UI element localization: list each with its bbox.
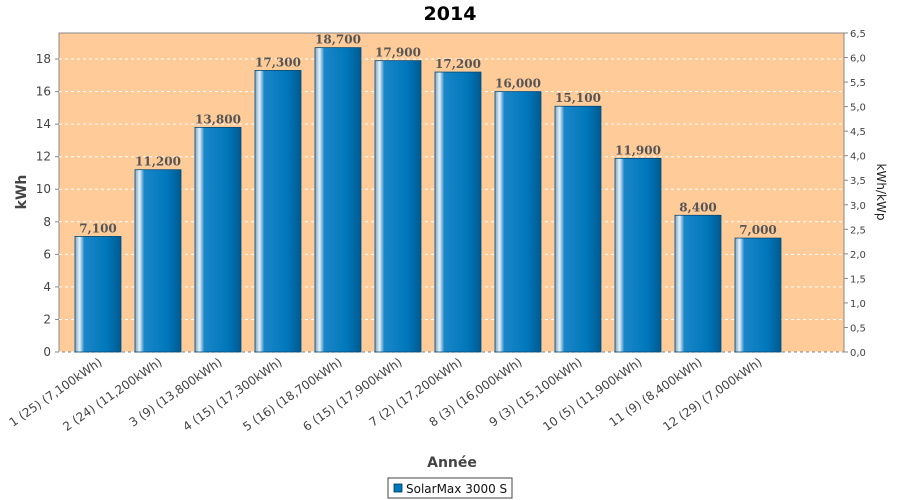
right-tick-label: 6,0 bbox=[850, 54, 866, 65]
category-label: 4 (15) (17,300kWh) bbox=[180, 355, 284, 434]
bar-value-label: 18,700 bbox=[315, 33, 361, 47]
left-y-axis: 0 2 4 6 8 10 12 14 16 18 bbox=[36, 52, 59, 359]
left-tick-label: 2 bbox=[43, 312, 51, 326]
legend-swatch bbox=[393, 483, 403, 493]
right-tick-label: 2,0 bbox=[850, 250, 866, 261]
category-label: 5 (16) (18,700kWh) bbox=[240, 355, 344, 434]
category-labels: 1 (25) (7,100kWh)2 (24) (11,200kWh)3 (9)… bbox=[7, 355, 765, 434]
right-tick-label: 1,0 bbox=[850, 299, 866, 310]
category-label: 6 (15) (17,900kWh) bbox=[300, 355, 404, 434]
chart-title: 2014 bbox=[424, 3, 477, 25]
left-tick-label: 0 bbox=[43, 345, 51, 359]
bar bbox=[374, 60, 422, 353]
bar bbox=[734, 237, 782, 353]
right-tick-label: 3,5 bbox=[850, 176, 866, 187]
right-tick-label: 4,0 bbox=[850, 152, 866, 163]
bar-value-label: 17,900 bbox=[375, 46, 421, 60]
legend-box bbox=[387, 477, 513, 499]
bar-value-label: 8,400 bbox=[679, 200, 717, 214]
left-tick-label: 6 bbox=[43, 247, 51, 261]
bar bbox=[314, 47, 362, 353]
legend: SolarMax 3000 S bbox=[387, 477, 513, 499]
bar bbox=[674, 214, 722, 353]
right-tick-label: 0,5 bbox=[850, 323, 866, 334]
right-tick-label: 3,0 bbox=[850, 201, 866, 212]
right-tick-label: 5,0 bbox=[850, 103, 866, 114]
x-axis-title: Année bbox=[427, 455, 477, 471]
bar-value-label: 16,000 bbox=[495, 77, 541, 91]
category-label: 2 (24) (11,200kWh) bbox=[60, 355, 164, 434]
right-tick-label: 5,5 bbox=[850, 78, 866, 89]
right-y-axis-title: kWh/kWp bbox=[874, 164, 888, 221]
left-tick-label: 8 bbox=[43, 215, 51, 229]
bar-value-label: 15,100 bbox=[555, 91, 601, 105]
right-tick-label: 1,5 bbox=[850, 274, 866, 285]
right-tick-label: 4,5 bbox=[850, 127, 866, 138]
bar bbox=[434, 71, 482, 353]
category-label: 12 (29) (7,000kWh) bbox=[660, 355, 764, 434]
bar-value-label: 11,200 bbox=[135, 155, 181, 169]
bar bbox=[194, 126, 242, 353]
left-tick-label: 18 bbox=[36, 52, 51, 66]
bar bbox=[254, 70, 302, 353]
left-tick-label: 16 bbox=[36, 85, 51, 99]
bar bbox=[74, 236, 122, 353]
bar bbox=[614, 157, 662, 353]
bar-value-label: 7,000 bbox=[739, 223, 777, 237]
bar bbox=[134, 169, 182, 353]
bar-value-label: 7,100 bbox=[79, 221, 117, 235]
bar-value-label: 17,200 bbox=[435, 57, 481, 71]
left-tick-label: 12 bbox=[36, 150, 51, 164]
right-tick-label: 0,0 bbox=[850, 348, 866, 359]
bar-value-label: 17,300 bbox=[255, 55, 301, 69]
y-axis-title: kWh bbox=[14, 175, 30, 210]
legend-label: SolarMax 3000 S bbox=[406, 482, 507, 496]
bar bbox=[494, 91, 542, 353]
right-tick-label: 2,5 bbox=[850, 225, 866, 236]
left-tick-label: 14 bbox=[36, 117, 51, 131]
bar bbox=[554, 105, 602, 353]
data-labels: 7,100 11,200 13,800 17,300 18,700 17,900 17,20… bbox=[79, 33, 777, 237]
right-y-axis: 0,0 0,5 1,0 1,5 2,0 2,5 3,0 3,5 4,0 4,5 5,0 5,5 6,0 6… bbox=[844, 29, 866, 359]
category-label: 10 (5) (11,900kWh) bbox=[540, 355, 644, 434]
bars bbox=[74, 47, 782, 353]
right-tick-label: 6,5 bbox=[850, 29, 866, 40]
left-tick-label: 4 bbox=[43, 280, 51, 294]
left-tick-label: 10 bbox=[36, 182, 51, 196]
bar-value-label: 11,900 bbox=[615, 143, 661, 157]
bar-value-label: 13,800 bbox=[195, 112, 241, 126]
